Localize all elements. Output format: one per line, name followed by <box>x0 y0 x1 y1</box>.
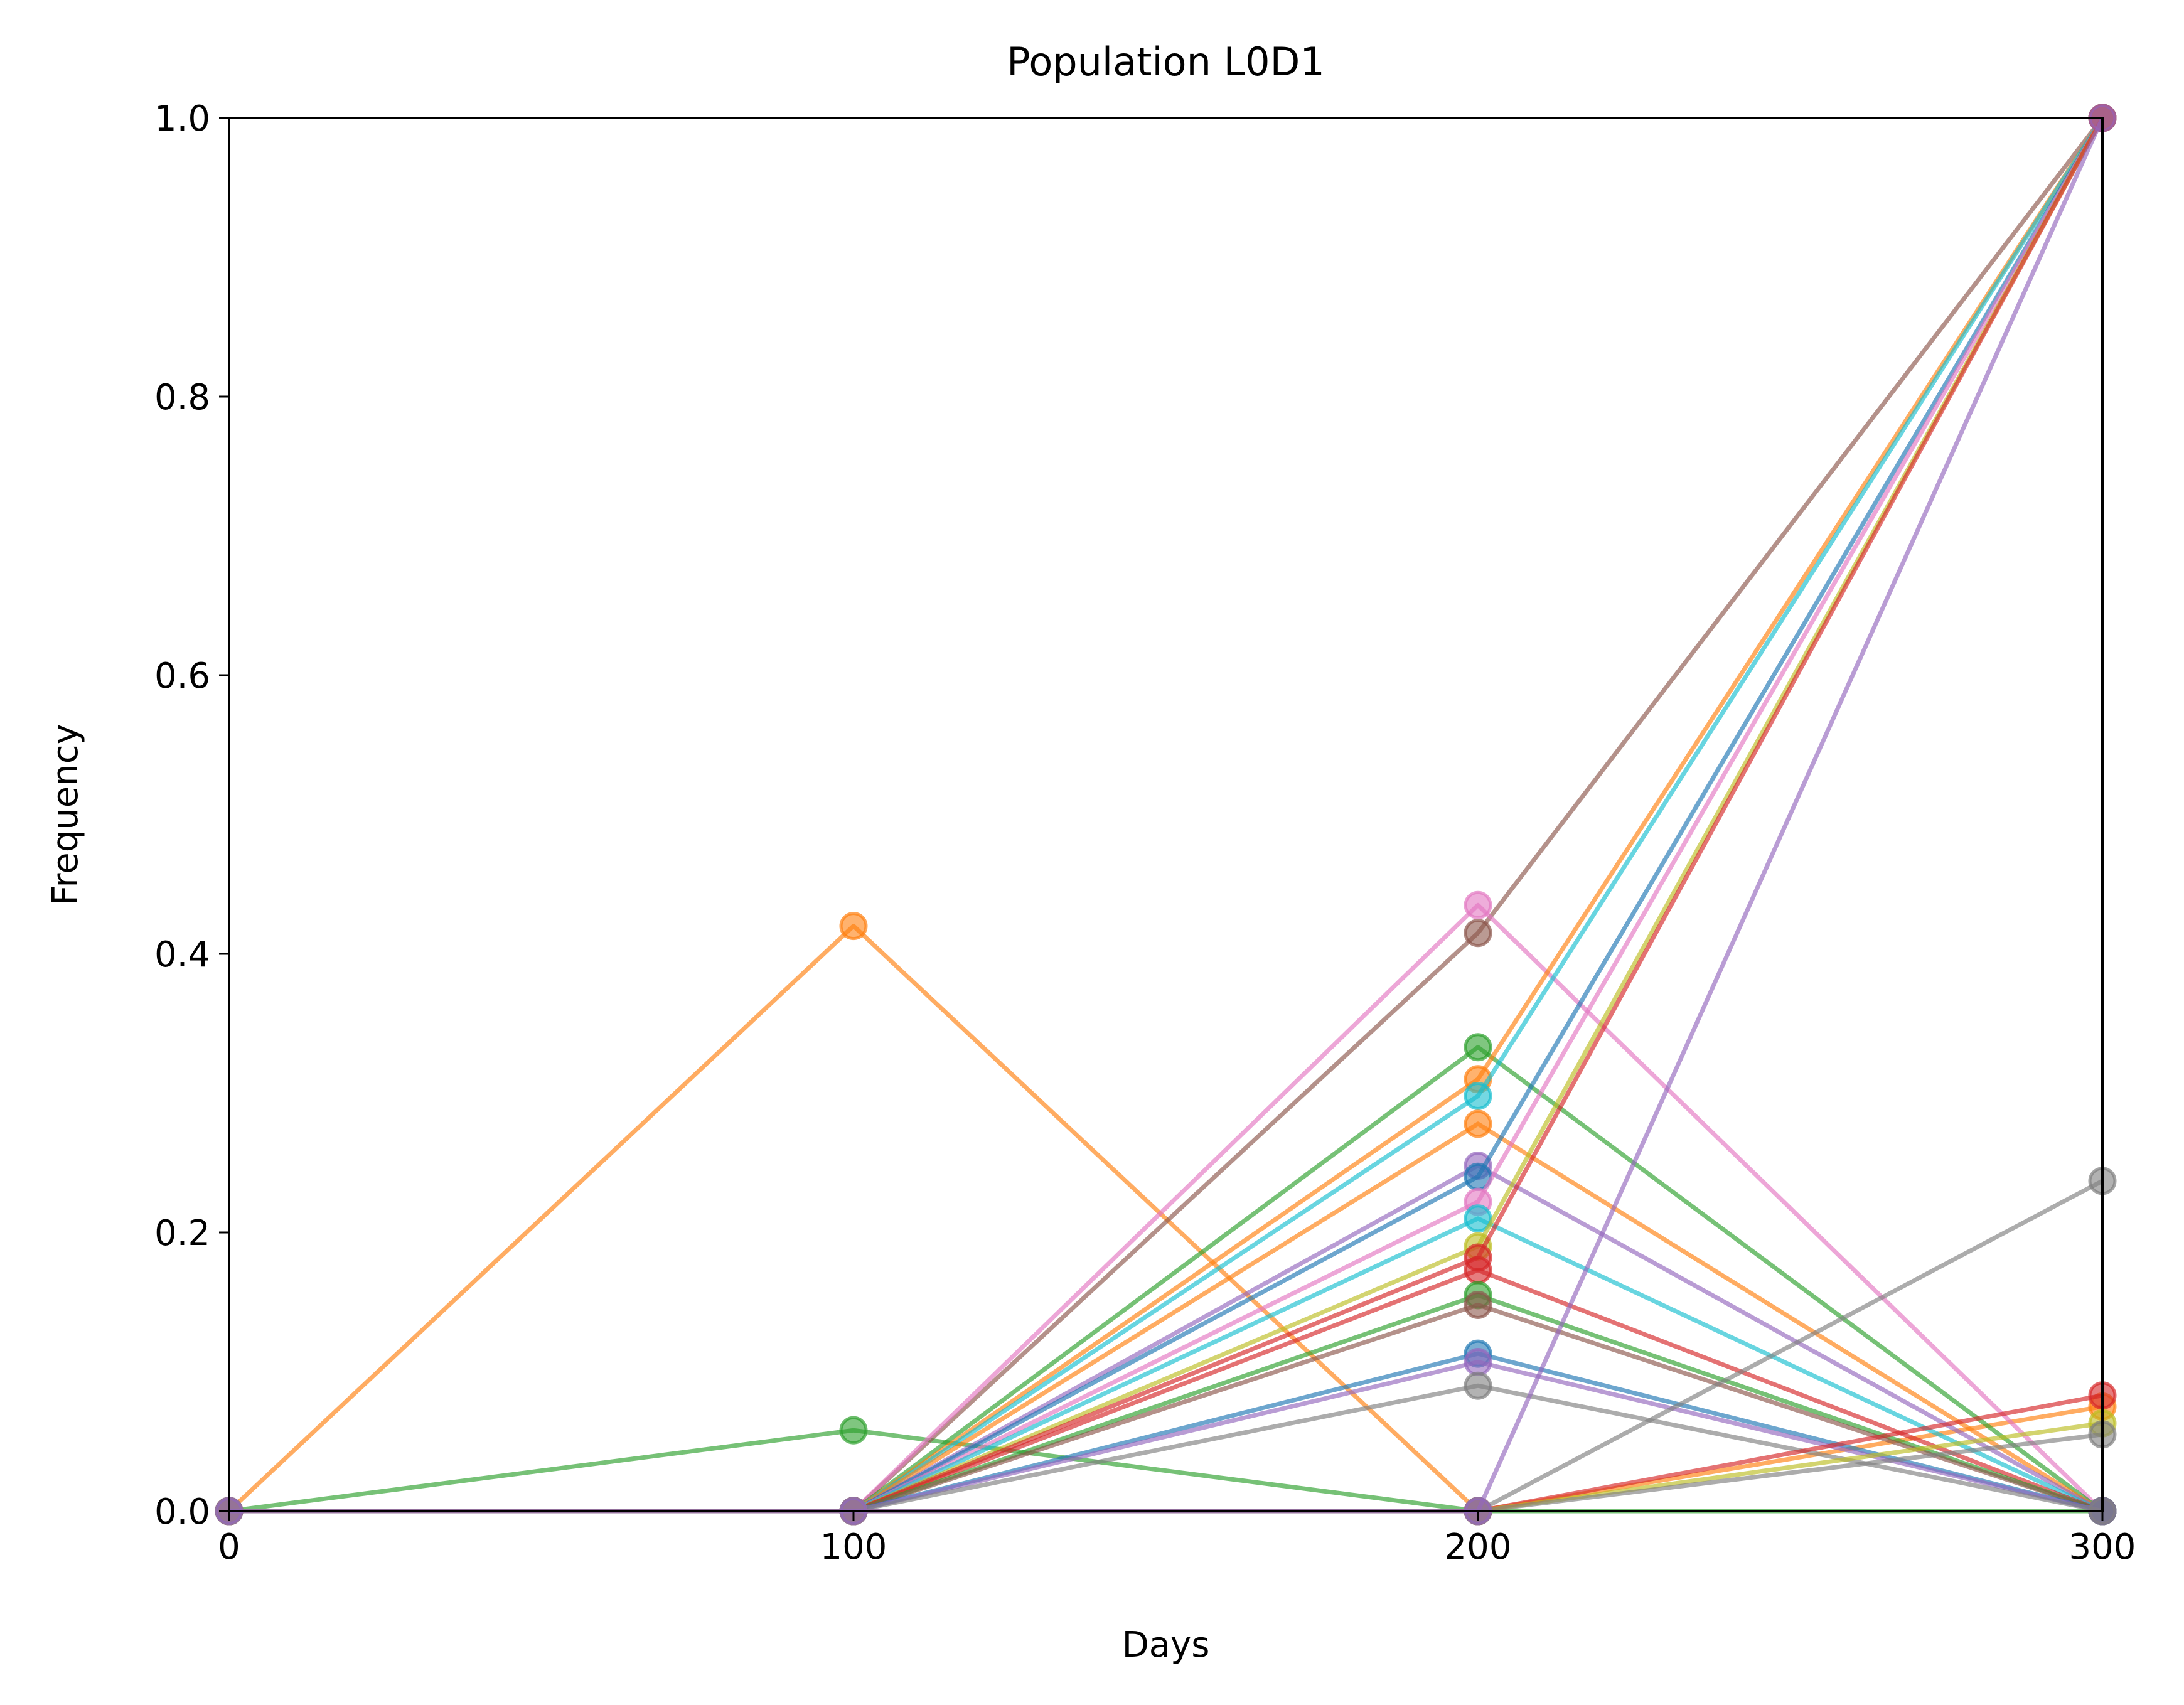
data-point <box>1464 1256 1492 1285</box>
data-point <box>839 1416 868 1445</box>
x-tick-label: 0 <box>218 1527 240 1568</box>
x-tick-label: 300 <box>2069 1527 2136 1568</box>
x-axis-ticks: 0 100 200 300 <box>218 1511 2136 1568</box>
x-tick-label: 200 <box>1445 1527 1512 1568</box>
series-line <box>227 924 2103 1514</box>
data-point <box>1464 1371 1492 1400</box>
y-tick-label: 1.0 <box>154 99 210 139</box>
data-point <box>1464 919 1492 948</box>
data-point <box>1464 1347 1492 1376</box>
x-tick-label: 100 <box>820 1527 887 1568</box>
y-axis-ticks: 0.0 0.2 0.4 0.6 0.8 1.0 <box>154 99 229 1532</box>
plot-frame <box>228 117 2104 1512</box>
chart-title: Population L0D1 <box>1007 39 1325 85</box>
data-point <box>1464 1109 1492 1138</box>
data-point <box>1464 1033 1492 1062</box>
data-point <box>1464 1290 1492 1319</box>
y-tick-label: 0.0 <box>154 1492 210 1532</box>
y-tick-label: 0.2 <box>154 1213 210 1254</box>
data-point <box>839 912 868 941</box>
x-axis-label: Days <box>1122 1625 1210 1665</box>
y-axis-label: Frequency <box>45 724 86 905</box>
data-point <box>1464 1204 1492 1233</box>
y-tick-label: 0.6 <box>154 656 210 697</box>
data-point <box>1464 890 1492 919</box>
y-tick-label: 0.4 <box>154 934 210 975</box>
data-point <box>1464 1081 1492 1110</box>
y-tick-label: 0.8 <box>154 377 210 418</box>
